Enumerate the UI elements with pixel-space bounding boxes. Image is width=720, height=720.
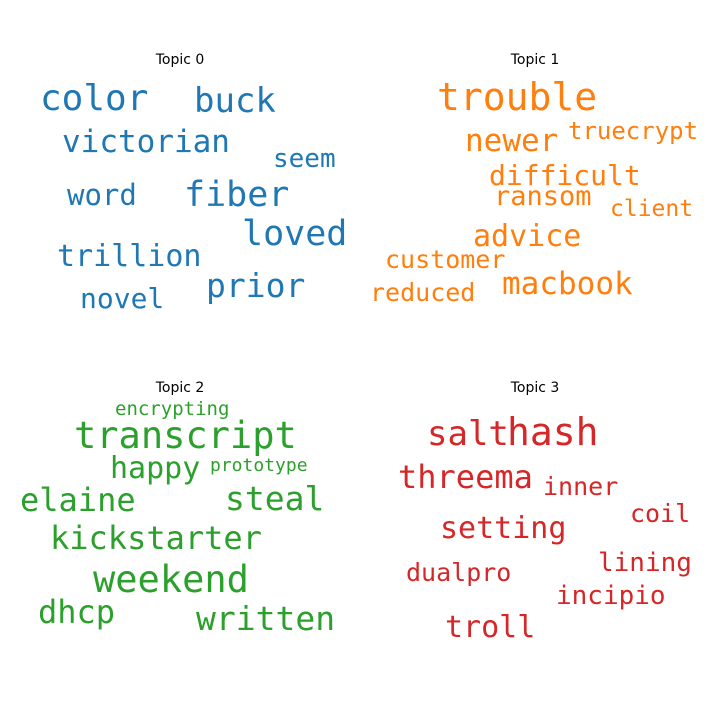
topic-0-word-prior: prior	[206, 266, 305, 305]
topic-3-word-dualpro: dualpro	[406, 558, 511, 587]
topic-1-word-newer: newer	[465, 123, 558, 159]
topic-0-word-fiber: fiber	[184, 175, 289, 215]
topic-3-word-coil: coil	[630, 499, 690, 528]
topic-panel-0: Topic 0 color buck victorian seem word fiber l…	[0, 0, 360, 360]
topic-2-word-encrypting: encrypting	[115, 398, 229, 420]
topic-1-word-trouble: trouble	[437, 75, 597, 119]
topic-3-word-incipio: incipio	[556, 581, 666, 611]
topic-title-1: Topic 1	[510, 52, 560, 68]
topic-panel-3: Topic 3 salt hash threema inner coil setting l…	[355, 328, 715, 688]
topic-2-word-dhcp: dhcp	[38, 593, 115, 631]
topic-3-word-threema: threema	[398, 458, 533, 496]
topic-0-word-novel: novel	[80, 282, 164, 315]
topic-1-word-client: client	[610, 196, 693, 222]
topic-title-0: Topic 0	[155, 52, 205, 68]
topic-3-word-hash: hash	[507, 410, 599, 454]
topic-2-word-transcript: transcript	[74, 414, 297, 457]
topic-1-word-reduced: reduced	[370, 278, 475, 307]
topic-0-word-victorian: victorian	[62, 124, 230, 160]
topic-0-word-word: word	[67, 178, 137, 212]
topic-1-word-ransom: ransom	[494, 181, 592, 212]
topic-panel-1: Topic 1 trouble newer truecrypt difficult ra…	[355, 0, 715, 360]
topic-0-word-color: color	[40, 78, 148, 119]
topic-2-word-steal: steal	[225, 479, 324, 518]
topic-2-word-kickstarter: kickstarter	[50, 519, 262, 557]
topic-3-word-setting: setting	[440, 511, 566, 546]
topic-0-word-buck: buck	[194, 81, 276, 121]
topic-2-word-weekend: weekend	[93, 558, 249, 601]
topic-title-3: Topic 3	[510, 380, 560, 396]
topic-2-word-written: written	[196, 599, 335, 638]
topic-1-word-difficult: difficult	[489, 159, 641, 192]
topic-1-word-customer: customer	[385, 245, 505, 274]
topic-1-word-advice: advice	[473, 219, 581, 254]
topic-3-word-troll: troll	[445, 610, 535, 645]
topic-3-word-salt: salt	[427, 414, 509, 454]
topic-2-word-elaine: elaine	[20, 481, 136, 519]
topic-3-word-inner: inner	[543, 472, 618, 501]
topic-title-2: Topic 2	[155, 380, 205, 396]
topic-1-word-macbook: macbook	[502, 266, 633, 302]
topic-2-word-happy: happy	[110, 451, 200, 486]
topic-2-word-prototype: prototype	[210, 455, 308, 476]
topic-0-word-seem: seem	[273, 144, 336, 174]
topic-3-word-lining: lining	[598, 548, 692, 578]
topic-0-word-trillion: trillion	[57, 239, 202, 274]
topic-1-word-truecrypt: truecrypt	[568, 117, 698, 145]
topic-panel-2: Topic 2 encrypting transcript happy prototy…	[0, 328, 360, 688]
topic-0-word-loved: loved	[242, 214, 347, 254]
